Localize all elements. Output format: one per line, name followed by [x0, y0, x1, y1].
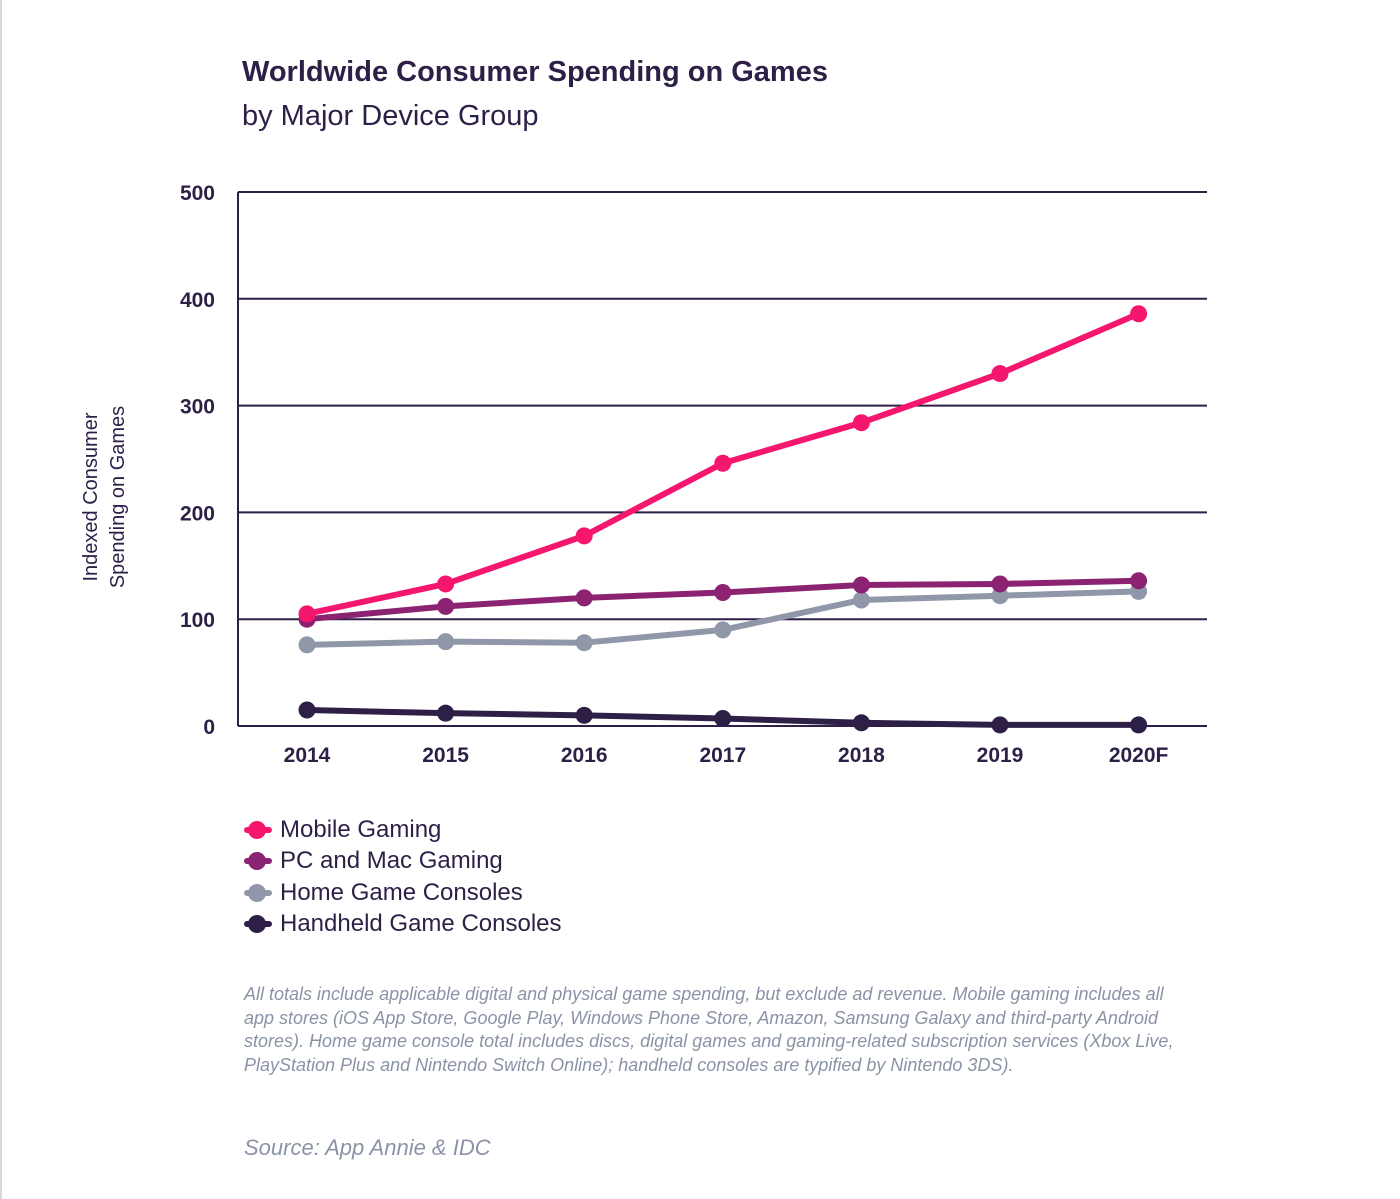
x-tick-label: 2018	[838, 744, 885, 767]
data-point	[991, 587, 1009, 605]
y-tick-label: 400	[180, 289, 215, 312]
y-tick-label: 0	[203, 716, 215, 739]
x-tick-label: 2016	[561, 744, 608, 767]
data-point	[575, 589, 593, 607]
data-point	[714, 454, 732, 472]
line-chart: 0 100 200 300 400 500 Indexed Consumer Spending…	[80, 182, 1207, 767]
legend-label: Mobile Gaming	[280, 815, 442, 843]
page-left-border	[0, 0, 2, 1199]
legend-swatch-icon	[244, 852, 272, 871]
legend-swatch-icon	[244, 883, 272, 902]
y-axis-label: Spending on Games	[107, 406, 129, 588]
x-tick-label: 2014	[284, 744, 331, 767]
data-point	[575, 706, 593, 724]
legend-swatch-icon	[244, 820, 272, 839]
x-tick-label: 2017	[699, 744, 746, 767]
chart-subtitle: by Major Device Group	[242, 100, 539, 132]
y-axis-label: Indexed Consumer	[80, 412, 102, 581]
data-point	[714, 621, 732, 639]
data-point	[852, 714, 870, 732]
data-point	[1130, 716, 1148, 734]
legend-item: Home Game Consoles	[244, 877, 562, 909]
source-note: Source: App Annie & IDC	[244, 1135, 491, 1160]
x-tick-label: 2019	[977, 744, 1024, 767]
data-point	[1130, 572, 1148, 590]
y-tick-label: 200	[180, 502, 215, 525]
data-point	[437, 633, 455, 651]
data-point	[1130, 305, 1148, 323]
legend-item: Handheld Game Consoles	[244, 909, 562, 941]
data-point	[714, 710, 732, 728]
data-point	[991, 365, 1009, 383]
chart-title: Worldwide Consumer Spending on Games	[242, 56, 828, 88]
y-tick-label: 100	[180, 609, 215, 632]
data-point	[852, 414, 870, 432]
data-point	[437, 597, 455, 615]
legend-swatch-icon	[244, 915, 272, 934]
data-point	[575, 527, 593, 545]
data-point	[437, 575, 455, 593]
legend-label: Home Game Consoles	[280, 878, 523, 906]
data-point	[991, 716, 1009, 734]
data-point	[575, 634, 593, 652]
x-tick-label: 2015	[422, 744, 469, 767]
footnote: All totals include applicable digital an…	[244, 984, 1174, 1075]
data-point	[852, 591, 870, 609]
data-point	[714, 584, 732, 601]
data-point	[298, 605, 316, 623]
data-point	[991, 575, 1009, 593]
legend-label: Handheld Game Consoles	[280, 910, 562, 938]
data-point	[298, 701, 316, 719]
y-tick-label: 300	[180, 396, 215, 419]
legend-item: Mobile Gaming	[244, 814, 562, 846]
data-point	[437, 704, 455, 722]
chart-legend: Mobile Gaming PC and Mac Gaming Home Game …	[244, 814, 562, 940]
y-tick-label: 500	[180, 182, 215, 205]
legend-label: PC and Mac Gaming	[280, 847, 503, 875]
x-tick-label: 2020F	[1109, 744, 1169, 767]
data-point	[852, 576, 870, 594]
data-point	[298, 636, 316, 654]
legend-item: PC and Mac Gaming	[244, 846, 562, 878]
